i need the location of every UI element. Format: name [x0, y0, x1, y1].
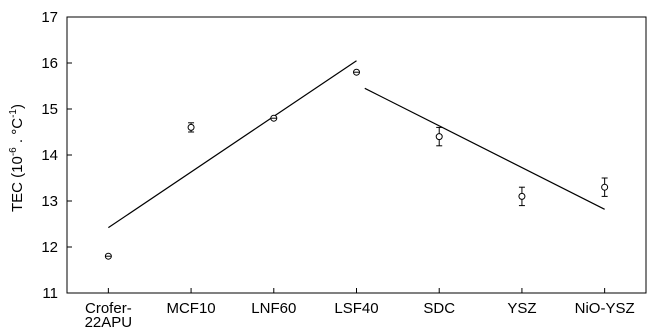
y-tick-label: 14 [41, 147, 58, 164]
y-tick-label: 17 [41, 9, 58, 26]
y-axis-title-base: TEC (10 [9, 156, 26, 212]
x-tick-label: LNF60 [251, 300, 296, 317]
y-axis-title-mid: . °C [9, 118, 26, 148]
trend-line [108, 60, 357, 229]
y-tick-label: 15 [41, 101, 58, 118]
data-point [435, 133, 443, 141]
y-tick-label: 12 [41, 239, 58, 256]
data-point [601, 183, 609, 191]
x-tick-label: YSZ [507, 300, 536, 317]
y-tick-label: 16 [41, 55, 58, 72]
trend-lines [108, 60, 605, 229]
axes [66, 16, 647, 294]
data-point [187, 123, 195, 131]
y-axis-title-end: ) [9, 104, 26, 109]
data-points [104, 68, 609, 260]
trend-line [364, 87, 605, 210]
x-tick-label: SDC [423, 300, 455, 317]
x-tick-label: 22APU [85, 314, 133, 331]
y-axis-title-exp2: -1 [8, 109, 19, 118]
tick-labels: 11 12 13 14 15 16 17 Crofer-22APU MCF10 LNF60 LSF4… [41, 9, 634, 331]
y-axis-title: TEC (10-6 . °C-1) [8, 104, 26, 212]
y-tick-label: 13 [41, 193, 58, 210]
data-point [518, 192, 526, 200]
x-tick-label: Crofer- [85, 300, 132, 317]
x-tick-label: NiO-YSZ [575, 300, 635, 317]
x-tick-label: LSF40 [334, 300, 378, 317]
plot-frame [66, 16, 647, 294]
x-tick-label: MCF10 [166, 300, 215, 317]
y-axis-title-exp1: -6 [8, 147, 19, 156]
y-tick-label: 11 [42, 285, 58, 302]
